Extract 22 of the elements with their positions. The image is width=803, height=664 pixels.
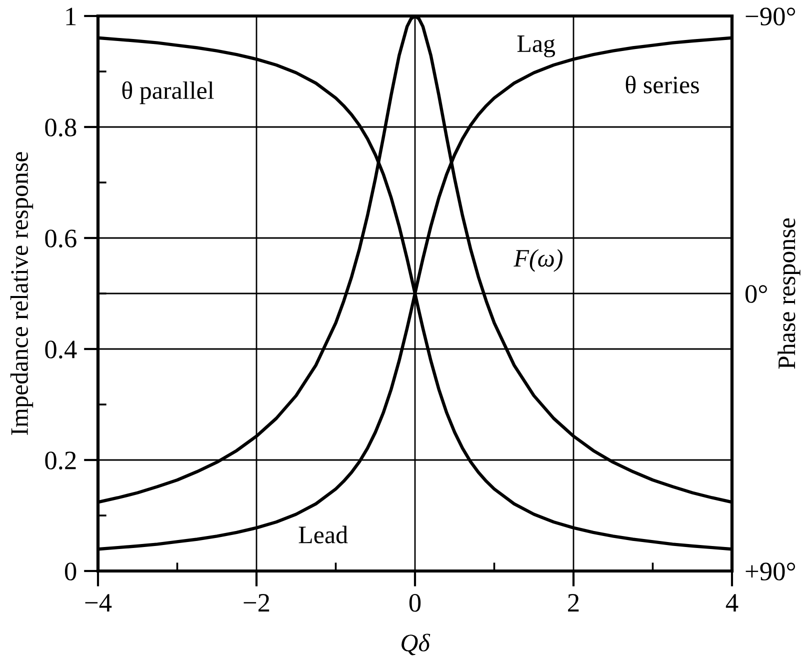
annotation: Lead [298,526,348,544]
y-tick-label: 0 [64,562,76,580]
series-label: θ series [626,76,699,94]
x-tick-label: −4 [85,594,112,612]
y-tick-label: 1 [66,8,76,26]
x-tick-label: 4 [726,594,738,612]
y2-tick-label: 0° [746,285,767,303]
x-tick-label: 2 [568,594,579,612]
y2-tick-label: −90° [746,8,796,26]
y-tick-label: 0.8 [45,118,76,137]
y2-axis-title: Phase response [778,218,800,369]
series-label: F(ω) [514,249,562,272]
annotation: Lag [517,36,556,58]
series-label: θ parallel [122,81,214,104]
y-tick-label: 0.2 [45,452,76,470]
y2-tick-label: +90° [746,562,796,580]
y-tick-label: 0.6 [45,230,76,248]
x-axis-title: Qδ [402,634,430,656]
y-tick-label: 0.4 [45,340,77,359]
y-axis-title: Impedance relative response [10,152,34,435]
x-tick-label: 0 [409,594,421,612]
x-tick-label: −2 [244,594,270,612]
